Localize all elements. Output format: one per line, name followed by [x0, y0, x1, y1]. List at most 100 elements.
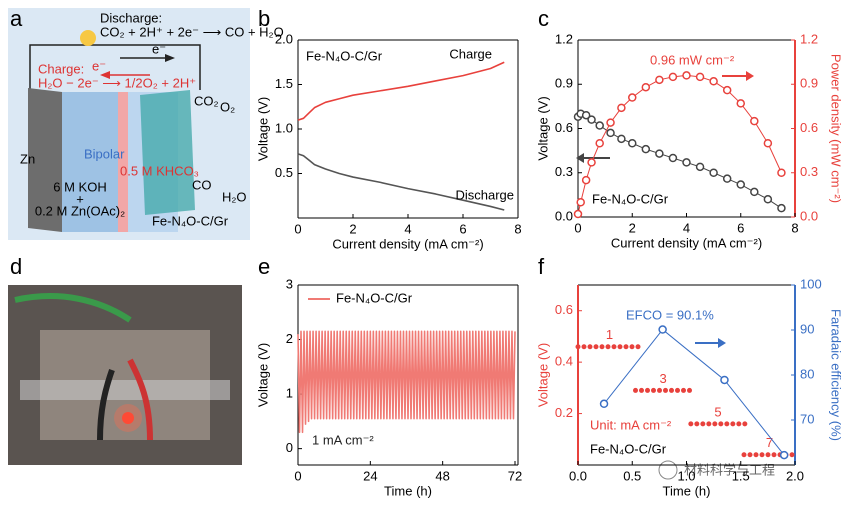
y-axis-label: Voltage (V) — [255, 97, 270, 161]
y-tick-label: 0 — [286, 440, 293, 455]
wire — [29, 44, 201, 90]
cell-frame — [20, 380, 230, 400]
panel-label: e — [258, 254, 270, 279]
charge-label: Charge: — [38, 61, 84, 76]
panel-label: f — [538, 254, 545, 279]
anode-label: Zn — [20, 151, 35, 166]
series-line — [603, 329, 785, 456]
y2-tick-label: 0.6 — [800, 120, 818, 135]
y-tick-label: 0.4 — [555, 354, 573, 369]
x-axis-label: Time (h) — [663, 483, 711, 498]
marker — [617, 134, 626, 144]
y2-tick-label: 90 — [800, 321, 814, 336]
x-tick-label: 2 — [629, 220, 636, 235]
y2-tick-label: 0.9 — [800, 76, 818, 91]
x-tick-label: 72 — [508, 468, 522, 483]
y2-axis-label: Faradaic efficiency (%) — [829, 309, 844, 441]
legend-label: Fe-N₄O-C/Gr — [336, 290, 413, 305]
y2-tick-label: 1.2 — [800, 31, 818, 46]
marker — [682, 71, 691, 80]
annotation: EFCO = 90.1% — [626, 307, 714, 322]
y-tick-label: 0.6 — [555, 302, 573, 317]
segment-label: 7 — [766, 435, 773, 450]
y-tick-label: 1.2 — [555, 31, 573, 46]
marker — [595, 139, 604, 148]
x-tick-label: 1.5 — [732, 468, 750, 483]
y-tick-label: 0.2 — [555, 405, 573, 420]
marker — [573, 209, 583, 219]
catholyte-label: 0.5 M KHCO₃ — [120, 163, 199, 178]
marker — [641, 144, 651, 154]
marker — [779, 450, 789, 460]
annotation: 0.96 mW cm⁻² — [650, 52, 735, 67]
clip — [127, 358, 153, 441]
marker — [628, 139, 637, 148]
marker — [587, 158, 596, 167]
species: O₂ — [220, 99, 235, 114]
marker — [763, 195, 773, 204]
marker — [777, 203, 786, 213]
inset-title: Fe-N₄O-C/Gr — [590, 441, 667, 456]
marker — [581, 175, 591, 185]
y-axis-label: Voltage (V) — [535, 343, 550, 407]
marker — [763, 139, 773, 148]
charge-reaction: H₂O − 2e⁻ ⟶ 1/2O₂ + 2H⁺ — [38, 75, 196, 90]
bulb — [80, 30, 96, 46]
marker — [682, 158, 691, 167]
watermark: 材料科学与工程 — [658, 460, 775, 480]
y2-tick-label: 0.3 — [800, 164, 818, 179]
panel-label: b — [258, 6, 270, 31]
inset-title: Fe-N₄O-C/Gr — [592, 191, 669, 206]
marker — [576, 198, 585, 207]
marker — [595, 121, 604, 130]
photo — [8, 285, 242, 465]
marker — [655, 149, 664, 158]
y-tick-label: 1.5 — [275, 76, 293, 91]
species: CO₂ — [194, 93, 219, 108]
led — [122, 412, 134, 424]
y-tick-label: 0.6 — [555, 120, 573, 135]
segment-label: 3 — [660, 371, 667, 386]
x-tick-label: 4 — [683, 220, 690, 235]
discharge-reaction: CO₂ + 2H⁺ + 2e⁻ ⟶ CO + H₂O — [100, 24, 284, 39]
marker — [777, 168, 786, 177]
y-tick-label: 0.0 — [555, 208, 573, 223]
marker — [709, 77, 718, 86]
series-label: Discharge — [455, 187, 514, 202]
marker — [581, 110, 591, 120]
cathode-electrode — [140, 90, 195, 215]
bipolar-membrane — [118, 92, 128, 232]
clip — [97, 369, 115, 441]
watermark-icon — [658, 460, 678, 480]
x-tick-label: 0 — [294, 468, 301, 483]
x-axis-label: Time (h) — [384, 483, 432, 498]
schematic: Discharge: CO₂ + 2H⁺ + 2e⁻ ⟶ CO + H₂O e⁻… — [8, 8, 284, 240]
marker — [668, 153, 678, 163]
marker — [617, 103, 626, 113]
arrow-head — [165, 54, 175, 62]
x-tick-label: 6 — [737, 220, 744, 235]
marker — [736, 99, 745, 108]
series-line — [297, 330, 516, 434]
segment-label: 5 — [714, 404, 721, 419]
species: H₂O — [222, 189, 247, 204]
marker — [720, 375, 729, 385]
x-tick-label: 2 — [349, 221, 356, 236]
marker — [750, 187, 759, 197]
y-tick-label: 1.0 — [275, 120, 293, 135]
y-tick-label: 0.9 — [555, 76, 573, 91]
x-tick-label: 0 — [574, 220, 581, 235]
x-tick-label: 1.0 — [677, 468, 695, 483]
marker — [722, 85, 732, 95]
led-glow — [114, 404, 142, 432]
discharge-label: Discharge: — [100, 10, 162, 25]
panel-label: d — [10, 254, 22, 279]
marker — [658, 325, 667, 334]
y2-tick-label: 80 — [800, 366, 814, 381]
cathode-label: Fe-N₄O-C/Gr — [152, 213, 229, 228]
y2-axis-label: Power density (mW cm⁻²) — [829, 54, 844, 203]
x-tick-label: 2.0 — [786, 468, 804, 483]
y-tick-label: 1 — [286, 386, 293, 401]
y2-tick-label: 70 — [800, 411, 814, 426]
